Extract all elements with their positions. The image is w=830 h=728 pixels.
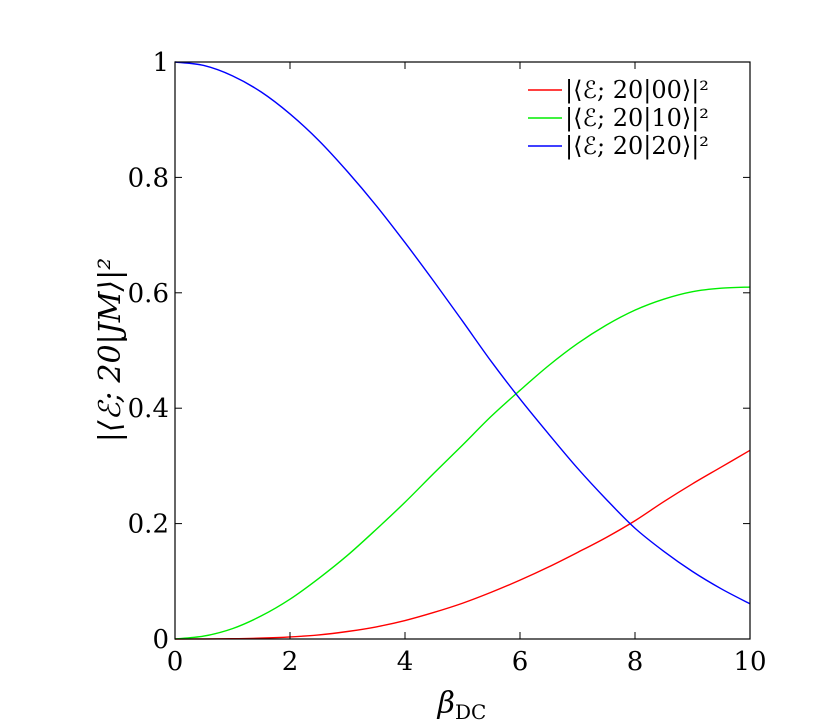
series-line-0 — [174, 449, 751, 640]
legend-label-0: |⟨ℰ; 20|00⟩|² — [565, 76, 709, 105]
plot-frame — [174, 61, 751, 640]
series-line-1 — [174, 286, 751, 640]
x-tick-label: 2 — [282, 647, 299, 677]
y-tick-label: 0.4 — [128, 394, 169, 424]
y-axis-title: |⟨ℰ; 20|JM⟩|² — [93, 258, 128, 442]
y-tick-label: 0.6 — [128, 279, 169, 309]
x-tick-label: 6 — [512, 647, 529, 677]
legend-label-2: |⟨ℰ; 20|20⟩|² — [565, 132, 709, 161]
x-tick-label: 4 — [397, 647, 414, 677]
y-tick-label: 0 — [152, 625, 169, 655]
x-axis-title-sub: DC — [455, 700, 486, 724]
legend: |⟨ℰ; 20|00⟩|²|⟨ℰ; 20|10⟩|²|⟨ℰ; 20|20⟩|² — [528, 76, 709, 161]
series-layer — [174, 61, 751, 640]
series-line-2 — [174, 61, 751, 605]
x-axis-title-main: β — [437, 686, 455, 721]
x-tick-label: 0 — [167, 647, 184, 677]
y-tick-label: 0.8 — [128, 163, 169, 193]
x-axis-title: βDC — [437, 686, 487, 724]
x-tick-label: 8 — [627, 647, 644, 677]
plot-area — [175, 62, 750, 639]
y-tick-label: 1 — [152, 48, 169, 78]
legend-label-1: |⟨ℰ; 20|10⟩|² — [565, 104, 709, 133]
x-tick-label: 10 — [733, 647, 766, 677]
ticks-layer: 0 2 4 6 8 10 0 0.2 0.4 0.6 0.8 1 — [128, 48, 767, 677]
y-tick-label: 0.2 — [128, 510, 169, 540]
